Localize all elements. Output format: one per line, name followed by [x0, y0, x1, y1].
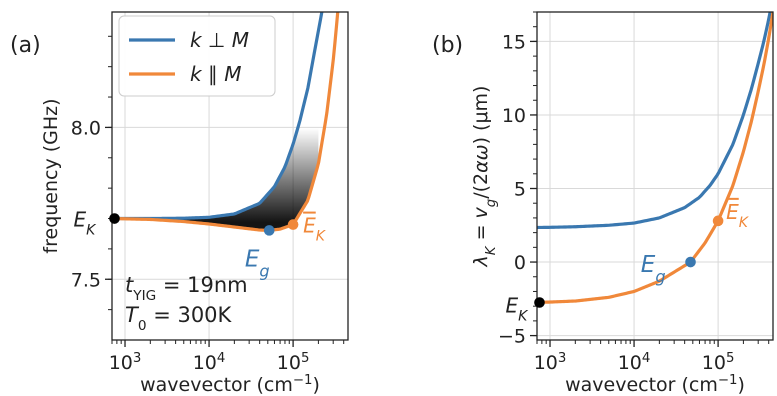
x-tick-label: 104	[618, 351, 651, 375]
annotation: tYIG = 19nm	[125, 273, 248, 304]
y-tick-label: 8.0	[71, 117, 101, 139]
point-label: EK	[506, 293, 530, 324]
point-label: EK	[726, 200, 750, 231]
marker-point	[287, 219, 299, 230]
shaded-band	[112, 30, 319, 231]
series-line-perp	[537, 12, 772, 230]
legend-label: k ⊥ M	[190, 28, 249, 52]
marker-point	[712, 215, 724, 227]
point-label: EK	[74, 208, 98, 239]
marker-point	[263, 225, 275, 236]
panel-a: 103 104 105 7.5 8.0 wavevector (cm−1) frequenc…	[10, 11, 349, 396]
marker-point	[685, 256, 696, 268]
point-label: EK	[303, 214, 327, 245]
point-label: Eg	[641, 252, 666, 286]
legend: k ⊥ M k ∥ M	[118, 15, 276, 97]
y-tick-label: −5	[498, 326, 526, 348]
panel-label: (b)	[432, 33, 463, 58]
x-tick-label: 103	[109, 351, 142, 375]
series-line-parallel	[112, 12, 340, 232]
y-axis-label: λK = vg/(2αω) (μm)	[470, 86, 499, 268]
axes-frame	[536, 11, 774, 341]
legend-box	[118, 15, 276, 97]
y-tick-label: 15	[502, 31, 526, 53]
x-axis-label: wavevector (cm−1)	[565, 373, 745, 396]
x-tick-label: 103	[534, 351, 567, 375]
y-tick-label: 5	[514, 179, 526, 201]
panel-b: 103 104 105 −5 0 5 10 15 wavevector (cm−1) λK = v…	[432, 11, 774, 396]
y-axis-label: frequency (GHz)	[40, 98, 62, 253]
annotation: T0 = 300K	[125, 303, 233, 334]
point-label: Eg	[245, 246, 270, 280]
axes-frame	[111, 11, 349, 341]
legend-label: k ∥ M	[190, 62, 242, 86]
series-line-parallel	[537, 12, 773, 305]
x-axis-label: wavevector (cm−1)	[140, 373, 320, 396]
x-tick-label: 105	[277, 351, 310, 375]
marker-point	[534, 297, 545, 308]
y-tick-label: 0	[514, 252, 526, 274]
grid	[537, 12, 773, 340]
y-tick-label: 10	[502, 105, 526, 127]
x-tick-label: 104	[193, 351, 226, 375]
x-tick-label: 105	[702, 351, 735, 375]
marker-point	[109, 213, 120, 224]
panel-label: (a)	[10, 33, 41, 58]
y-tick-label: 7.5	[71, 269, 101, 291]
